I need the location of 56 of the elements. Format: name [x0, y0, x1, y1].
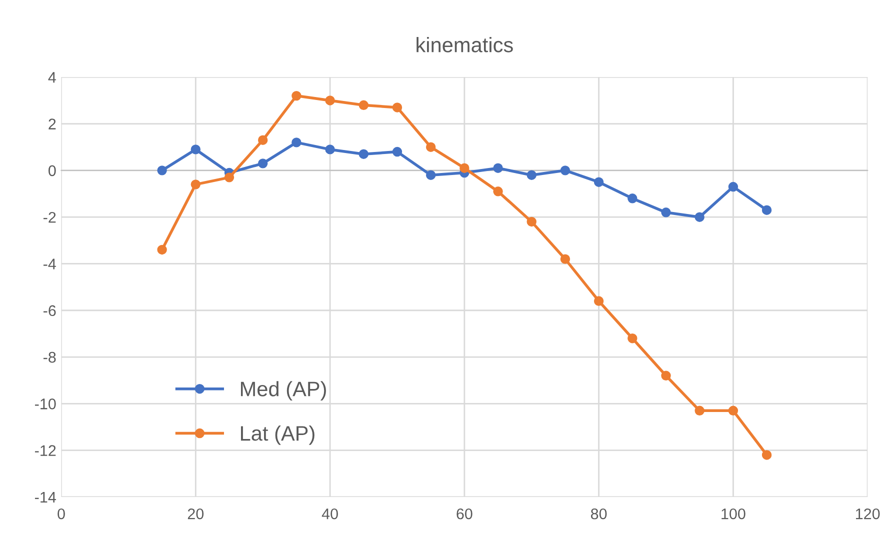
point: [426, 170, 436, 180]
y-tick-label: -8: [44, 352, 56, 363]
y-tick-label: 0: [48, 165, 56, 176]
point: [728, 406, 738, 416]
x-tick-label: 40: [322, 508, 338, 520]
point: [560, 166, 570, 176]
point: [292, 138, 302, 148]
point: [392, 146, 402, 157]
point: [493, 186, 503, 196]
point: [694, 406, 704, 416]
point: [762, 205, 772, 215]
y-tick-label: -4: [44, 258, 56, 270]
point: [526, 216, 536, 227]
point: [190, 144, 201, 154]
point: [661, 370, 671, 381]
y-tick-label: -12: [35, 445, 56, 456]
point: [560, 254, 570, 264]
x-tick-label: 120: [856, 508, 880, 520]
point: [628, 333, 638, 344]
point: [426, 142, 436, 152]
y-tick-label: -2: [44, 212, 56, 223]
point: [594, 296, 604, 306]
point: [157, 244, 167, 255]
point: [190, 180, 201, 190]
point: [224, 172, 234, 182]
point: [157, 166, 167, 176]
point: [594, 177, 604, 187]
point: [392, 102, 402, 112]
y-tick-label: -14: [35, 492, 56, 502]
chart-title: kinematics: [416, 37, 513, 52]
point: [258, 158, 268, 168]
point: [728, 182, 738, 192]
legend-label: Lat (AP): [240, 425, 314, 445]
y-tick-label: 2: [48, 118, 56, 130]
legend-label: Med (AP): [240, 381, 326, 400]
y-tick-label: -6: [44, 305, 56, 316]
point: [325, 144, 335, 154]
point: [460, 163, 470, 173]
point: [694, 212, 704, 222]
point: [325, 96, 335, 106]
y-tick-label: 4: [48, 72, 56, 83]
point: [526, 170, 536, 180]
point: [358, 149, 368, 159]
point: [762, 450, 772, 460]
point: [628, 194, 638, 204]
point: [258, 135, 268, 145]
y-tick-label: -10: [35, 398, 56, 410]
point: [661, 208, 671, 218]
x-tick-label: 100: [722, 508, 746, 520]
x-tick-label: 0: [58, 508, 65, 520]
point: [493, 163, 503, 173]
point: [358, 100, 368, 110]
x-tick-label: 80: [590, 508, 607, 520]
x-tick-label: 60: [456, 508, 472, 520]
point: [292, 90, 302, 101]
x-tick-label: 20: [188, 508, 204, 520]
